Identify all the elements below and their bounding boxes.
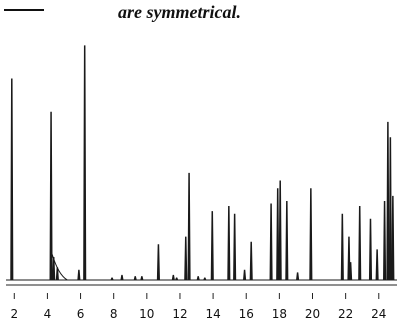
peak-28 [309, 188, 313, 280]
caption: are symmetrical. [0, 0, 397, 28]
peak-19 [227, 206, 231, 280]
peak-26 [285, 200, 289, 280]
peak-13 [175, 277, 179, 281]
x-tick-label-16: 16 [239, 307, 254, 321]
peak-34 [375, 249, 379, 280]
peak-12 [171, 274, 175, 281]
x-tick-label-8: 8 [110, 307, 118, 321]
peak-32 [358, 206, 362, 280]
peak-18 [210, 211, 214, 280]
peak-11 [156, 244, 160, 280]
peak-35 [383, 200, 387, 280]
peak-4 [55, 267, 59, 280]
x-tick-label-14: 14 [205, 307, 220, 321]
peak-1 [10, 78, 14, 280]
peak-15 [187, 172, 191, 280]
peak-9 [133, 276, 137, 281]
peak-20 [233, 213, 237, 280]
caption-text: are symmetrical. [118, 2, 241, 22]
peak-38 [391, 195, 395, 280]
x-axis-tick-labels: 2 4 6 8 10 12 14 16 18 20 22 24 [10, 307, 386, 321]
peak-22 [249, 241, 253, 280]
x-tick-label-24: 24 [371, 307, 386, 321]
peak-17 [203, 277, 207, 281]
peak-24 [276, 188, 280, 280]
peak-33 [368, 218, 373, 280]
x-tick-label-22: 22 [338, 307, 353, 321]
x-tick-label-18: 18 [272, 307, 287, 321]
peak-36 [386, 121, 390, 280]
x-tick-label-6: 6 [77, 307, 85, 321]
x-tick-label-2: 2 [10, 307, 18, 321]
peak-23 [269, 203, 273, 280]
peak-21 [243, 269, 247, 280]
x-tick-label-20: 20 [305, 307, 320, 321]
peak-30 [347, 236, 351, 280]
peak-3 [52, 257, 56, 280]
peak-6 [83, 45, 87, 280]
peak-27 [296, 272, 300, 280]
x-tick-label-12: 12 [172, 307, 187, 321]
x-tick-label-10: 10 [139, 307, 154, 321]
peak-8 [120, 274, 124, 281]
peak-2 [49, 111, 53, 280]
peak-7 [110, 277, 114, 281]
peak-5 [77, 269, 81, 280]
x-axis-ticks [13, 293, 380, 299]
x-tick-label-4: 4 [44, 307, 52, 321]
peak-25 [278, 180, 282, 280]
peak-10 [140, 276, 144, 281]
peak-29 [340, 213, 344, 280]
caption-dash-mark [4, 9, 44, 11]
peak-14 [184, 236, 188, 280]
peak-16 [196, 276, 200, 281]
peak-31 [349, 262, 353, 280]
peak-37 [388, 137, 392, 280]
chromatogram-trace [6, 45, 397, 281]
